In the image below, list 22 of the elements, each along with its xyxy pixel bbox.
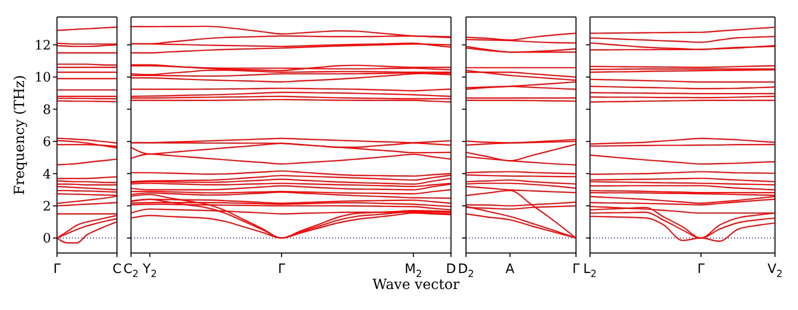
x-tick-label: C$_{2}$ (123, 262, 139, 280)
x-tick-label: Γ (53, 262, 62, 277)
y-tick-label: 8 (42, 102, 51, 118)
x-tick-label: Γ (697, 262, 706, 277)
x-tick-label: D (446, 262, 456, 277)
y-tick-label: 10 (34, 70, 51, 86)
x-tick-label: Γ (572, 262, 580, 277)
y-tick-label: 2 (42, 199, 51, 214)
y-axis-title: Frequency (THz) (12, 74, 28, 196)
x-tick-label: L$_{2}$ (583, 262, 597, 280)
x-tick-label: C (112, 262, 122, 277)
x-tick-label: Γ (278, 262, 286, 277)
x-tick-label: A (506, 262, 515, 277)
y-tick-label: 6 (42, 135, 51, 150)
x-axis-title: Wave vector (372, 277, 460, 293)
y-tick-label: 0 (42, 232, 51, 247)
x-tick-label: D$_{2}$ (458, 262, 474, 280)
y-tick-label: 12 (34, 38, 51, 54)
x-tick-label: V$_{2}$ (767, 262, 783, 280)
y-tick-label: 4 (42, 167, 51, 182)
x-tick-label: Y$_{2}$ (142, 262, 157, 280)
x-tick-label: M$_{2}$ (404, 262, 422, 280)
